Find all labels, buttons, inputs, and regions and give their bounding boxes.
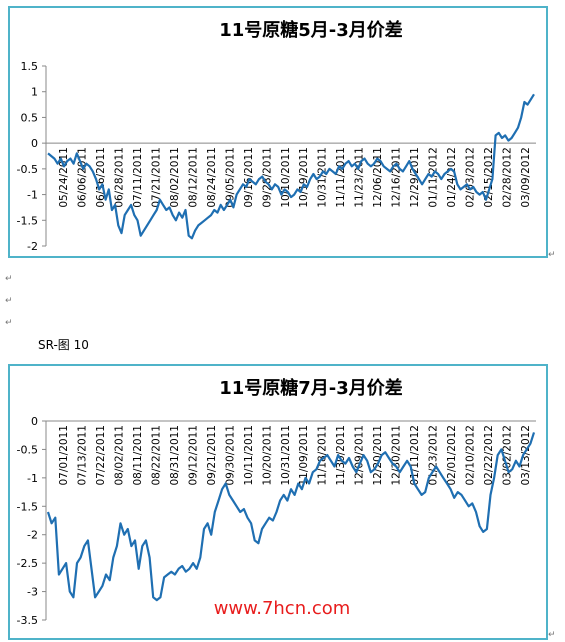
y-tick-label: -0.5 <box>17 163 38 176</box>
x-tick-label: 10/10/2011 <box>280 147 292 208</box>
paragraph-mark: ↵ <box>548 630 556 640</box>
paragraph-mark: ↵ <box>5 296 13 306</box>
y-tick-label: -1 <box>27 189 38 202</box>
y-tick-label: -2 <box>27 529 38 542</box>
y-tick-label: 0.5 <box>21 111 39 124</box>
x-tick-label: 01/11/2012 <box>427 147 439 208</box>
x-tick-label: 12/20/2011 <box>372 425 384 486</box>
x-tick-label: 07/01/2011 <box>58 425 70 486</box>
x-tick-label: 11/30/2011 <box>335 425 347 486</box>
y-tick-label: -1 <box>27 472 38 485</box>
x-tick-label: 12/30/2011 <box>391 425 403 486</box>
paragraph-mark: ↵ <box>5 318 13 328</box>
x-tick-label: 12/29/2011 <box>409 147 421 208</box>
x-tick-label: 08/12/2011 <box>187 147 199 208</box>
y-tick-label: 1.5 <box>21 60 39 73</box>
x-tick-label: 11/18/2011 <box>317 425 329 486</box>
x-tick-label: 10/31/2011 <box>317 147 329 208</box>
x-tick-label: 07/13/2011 <box>77 425 89 486</box>
x-tick-label: 08/22/2011 <box>151 425 163 486</box>
x-tick-label: 09/28/2011 <box>261 147 273 208</box>
x-tick-label: 10/20/2011 <box>261 425 273 486</box>
series-line <box>46 432 536 602</box>
x-tick-label: 03/13/2012 <box>520 425 532 486</box>
x-tick-label: 02/22/2012 <box>483 425 495 486</box>
x-tick-label: 11/09/2011 <box>298 425 310 486</box>
y-tick-label: -3.5 <box>17 614 38 627</box>
y-tick-label: -2.5 <box>17 557 38 570</box>
x-tick-label: 01/24/2012 <box>446 147 458 208</box>
x-tick-label: 12/16/2011 <box>391 147 403 208</box>
x-tick-label: 02/01/2012 <box>446 425 458 486</box>
x-tick-label: 06/28/2011 <box>114 147 126 208</box>
x-tick-label: 10/31/2011 <box>280 425 292 486</box>
chart-frame-1 <box>8 6 548 258</box>
x-tick-label: 02/03/2012 <box>464 147 476 208</box>
x-tick-label: 03/09/2012 <box>520 147 532 208</box>
x-tick-label: 05/24/2011 <box>58 147 70 208</box>
x-tick-label: 09/12/2011 <box>187 425 199 486</box>
x-tick-label: 07/21/2011 <box>151 147 163 208</box>
chart-title: 11号原糖7月-3月价差 <box>219 377 403 399</box>
series-line <box>47 93 535 240</box>
paragraph-mark: ↵ <box>548 250 556 260</box>
x-tick-label: 01/23/2012 <box>427 425 439 486</box>
y-tick-label: 1 <box>31 86 38 99</box>
y-tick-label: -2 <box>27 240 38 253</box>
y-tick-label: -1.5 <box>17 500 38 513</box>
watermark-text: www.7hcn.com <box>214 598 351 619</box>
x-tick-label: 07/22/2011 <box>95 425 107 486</box>
x-tick-label: 12/06/2011 <box>372 147 384 208</box>
x-tick-label: 09/16/2011 <box>243 147 255 208</box>
x-tick-label: 11/11/2011 <box>335 147 347 208</box>
paragraph-mark: ↵ <box>5 274 13 284</box>
x-tick-label: 02/15/2012 <box>483 147 495 208</box>
x-tick-label: 08/31/2011 <box>169 425 181 486</box>
figure-caption: SR-图 10 <box>38 338 89 352</box>
x-tick-label: 10/19/2011 <box>298 147 310 208</box>
x-tick-label: 08/02/2011 <box>114 425 126 486</box>
x-tick-label: 09/05/2011 <box>224 147 236 208</box>
x-tick-label: 09/21/2011 <box>206 425 218 486</box>
y-tick-label: -1.5 <box>17 214 38 227</box>
x-tick-label: 10/11/2011 <box>243 425 255 486</box>
x-tick-label: 02/10/2012 <box>464 425 476 486</box>
y-tick-label: 0 <box>31 415 38 428</box>
chart-title: 11号原糖5月-3月价差 <box>219 19 403 41</box>
y-tick-label: -3 <box>27 586 38 599</box>
x-tick-label: 08/24/2011 <box>206 147 218 208</box>
y-tick-label: 0 <box>31 137 38 150</box>
x-tick-label: 09/30/2011 <box>224 425 236 486</box>
x-tick-label: 07/11/2011 <box>132 147 144 208</box>
x-tick-label: 08/02/2011 <box>169 147 181 208</box>
x-tick-label: 02/28/2012 <box>501 147 513 208</box>
x-tick-label: 11/23/2011 <box>354 147 366 208</box>
y-tick-label: -0.5 <box>17 443 38 456</box>
x-tick-label: 08/11/2011 <box>132 425 144 486</box>
x-tick-label: 01/11/2012 <box>409 425 421 486</box>
